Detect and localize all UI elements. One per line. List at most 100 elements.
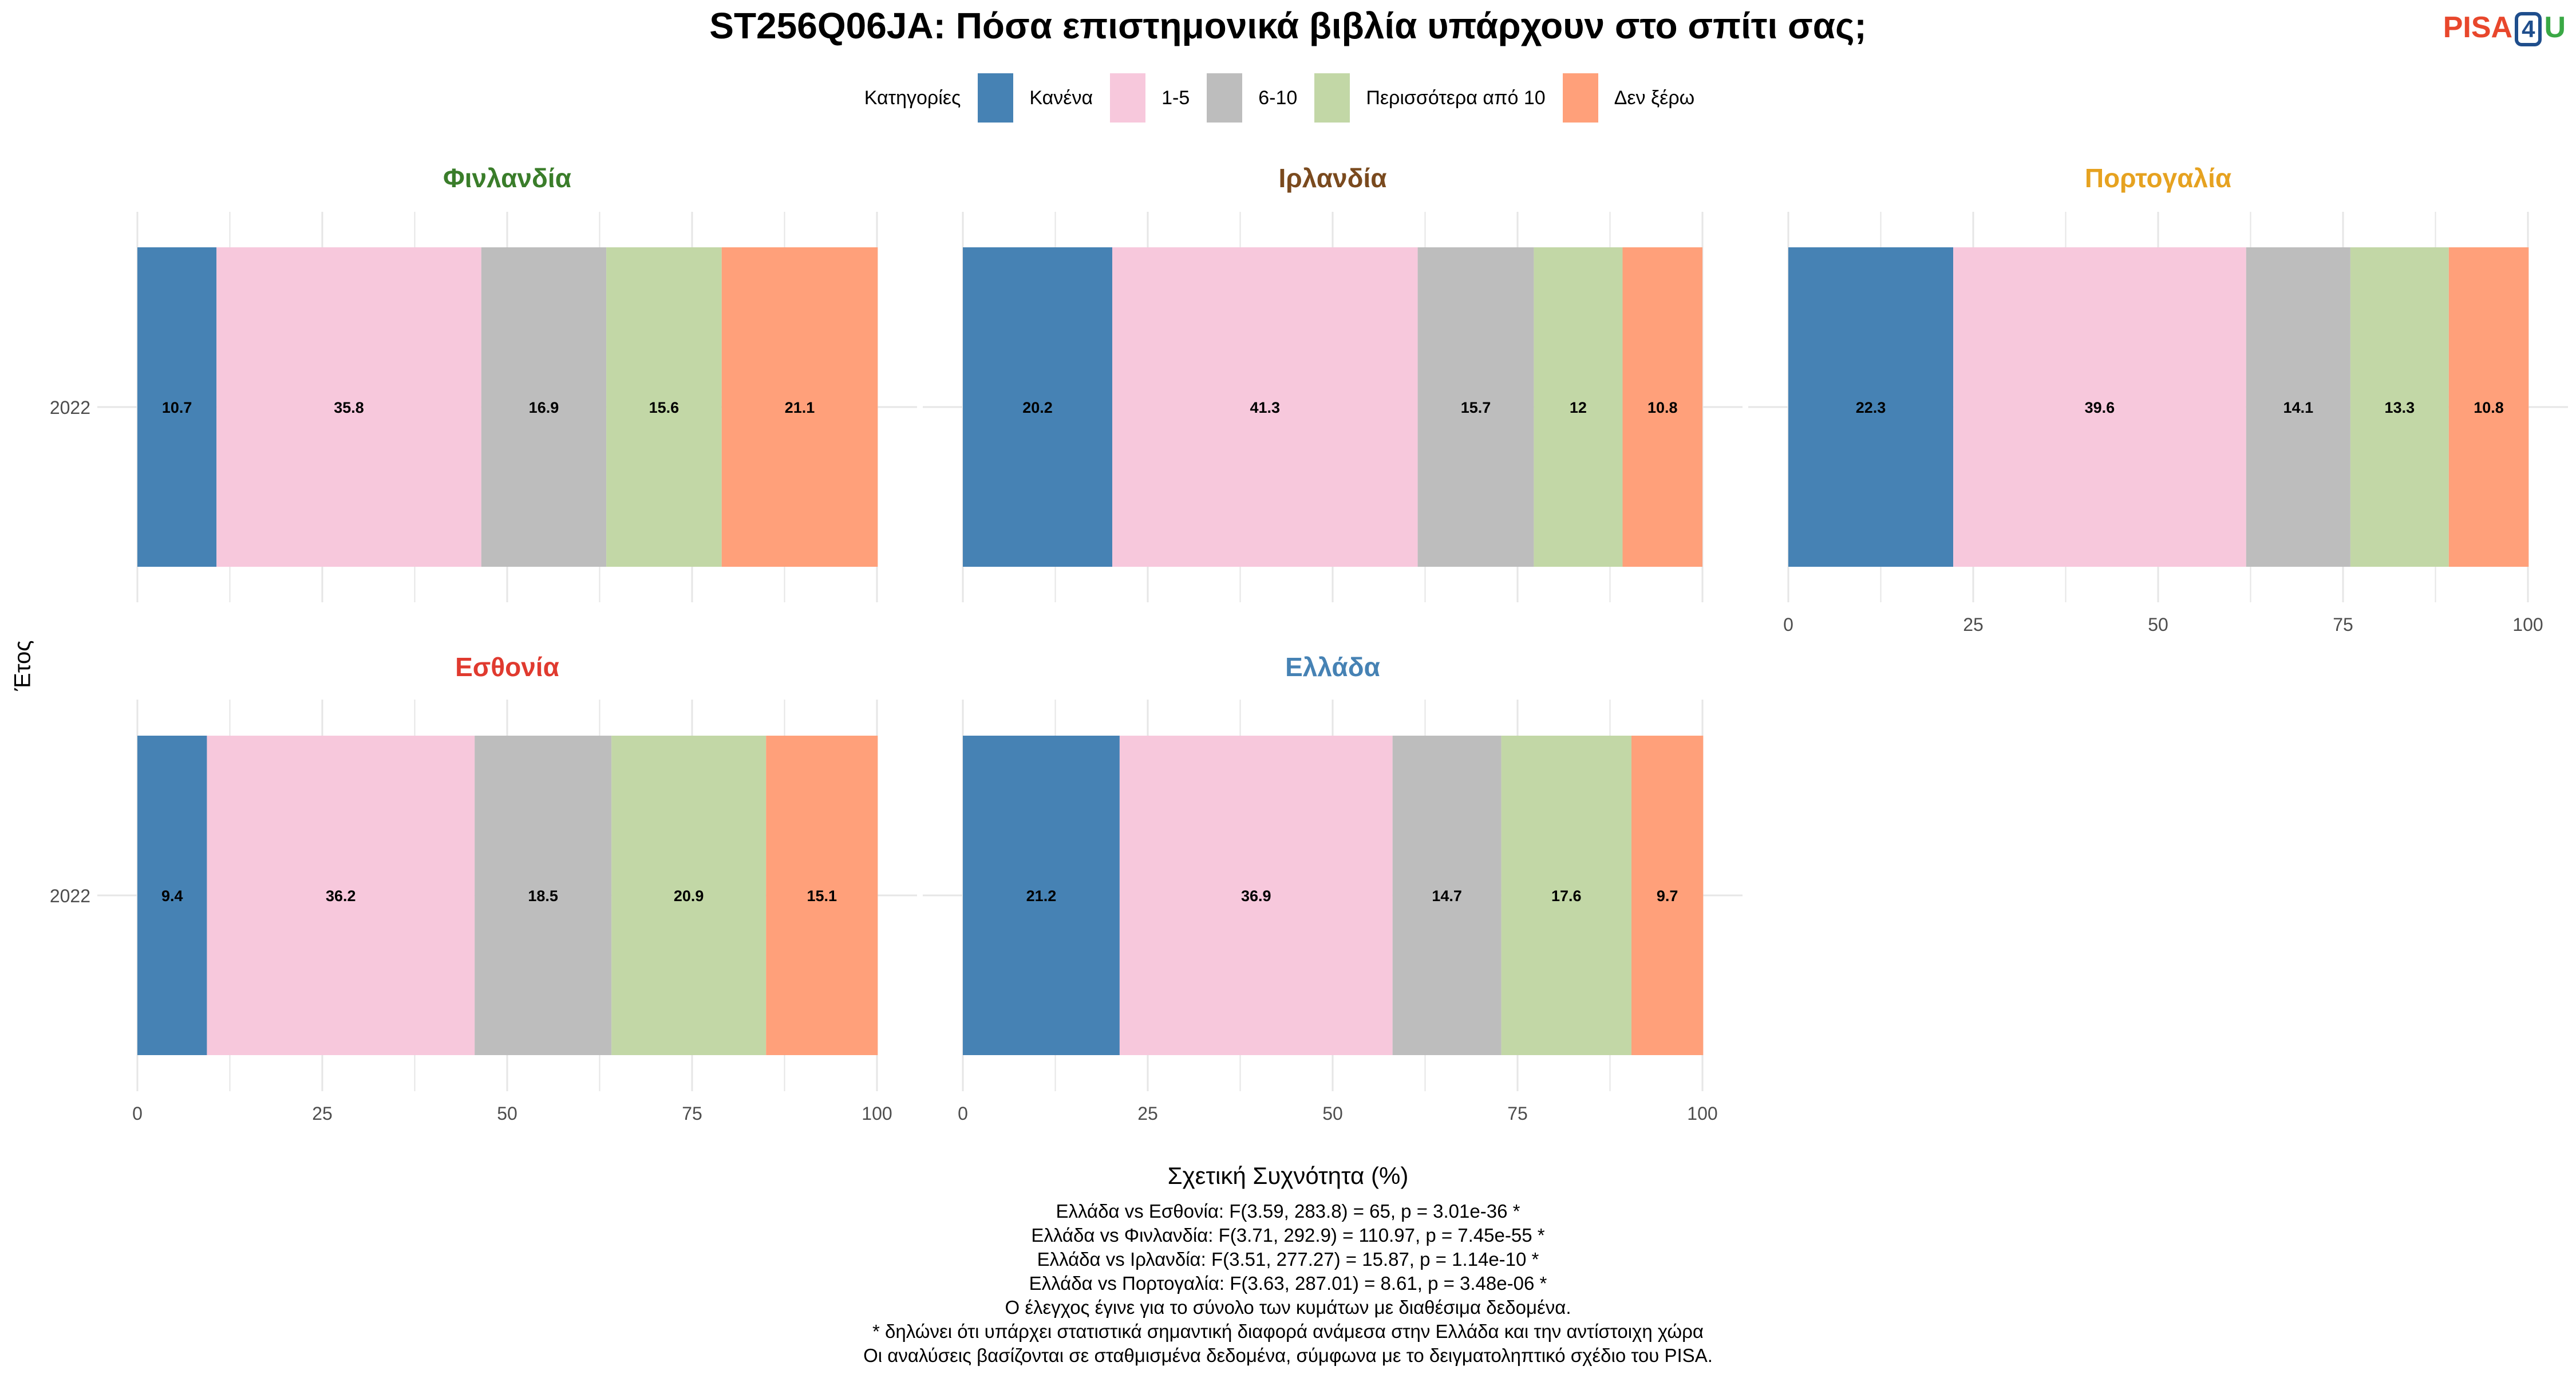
data-label: 16.9 xyxy=(529,399,559,416)
data-label: 20.9 xyxy=(674,887,704,905)
footnote-line: * δηλώνει ότι υπάρχει στατιστικά σημαντι… xyxy=(872,1321,1704,1342)
x-tick-label: 0 xyxy=(1783,614,1793,635)
data-label: 36.2 xyxy=(326,887,356,905)
bar-segment xyxy=(766,736,878,1055)
panel-title: Εσθονία xyxy=(455,652,559,682)
x-tick-label: 75 xyxy=(2333,614,2353,635)
bar-segment xyxy=(963,247,1112,567)
legend-swatch xyxy=(1314,73,1350,123)
y-axis-title: Έτος xyxy=(10,640,35,691)
bar-segment xyxy=(481,247,607,567)
data-label: 35.8 xyxy=(334,399,364,416)
footnotes: Ελλάδα vs Εσθονία: F(3.59, 283.8) = 65, … xyxy=(0,1199,2576,1368)
bar-segment xyxy=(611,736,767,1055)
data-label: 17.6 xyxy=(1551,887,1582,905)
logo-text-u: U xyxy=(2544,11,2566,44)
panel-title: Πορτογαλία xyxy=(2085,163,2231,193)
x-tick-label: 75 xyxy=(1507,1103,1528,1124)
x-axis-title: Σχετική Συχνότητα (%) xyxy=(1167,1162,1409,1189)
data-label: 36.9 xyxy=(1241,887,1271,905)
data-label: 22.3 xyxy=(1856,399,1886,416)
legend-label: 6-10 xyxy=(1258,86,1298,109)
x-tick-label: 50 xyxy=(497,1103,517,1124)
legend-label: Κανένα xyxy=(1029,86,1093,109)
x-tick-label: 50 xyxy=(2148,614,2168,635)
bar-segment xyxy=(1417,247,1534,567)
bar-segment xyxy=(1631,736,1704,1055)
legend-swatch xyxy=(1562,73,1598,123)
panel-title: Φινλανδία xyxy=(443,163,571,193)
bar-segment xyxy=(2350,247,2449,567)
footnote-line: Ελλάδα vs Εσθονία: F(3.59, 283.8) = 65, … xyxy=(1056,1201,1520,1222)
panel-title: Ελλάδα xyxy=(1285,652,1380,682)
x-tick-label: 0 xyxy=(132,1103,143,1124)
bar-segment xyxy=(1501,736,1631,1055)
legend-label: Περισσότερα από 10 xyxy=(1366,86,1546,109)
x-tick-label: 50 xyxy=(1322,1103,1343,1124)
x-tick-label: 100 xyxy=(862,1103,892,1124)
data-label: 39.6 xyxy=(2085,399,2115,416)
bar-segment xyxy=(1119,736,1393,1055)
bar-segment xyxy=(1953,247,2246,567)
data-label: 10.7 xyxy=(162,399,192,416)
data-label: 14.7 xyxy=(1432,887,1462,905)
logo-text-pisa: PISA xyxy=(2443,11,2513,44)
footnote-line: Οι αναλύσεις βασίζονται σε σταθμισμένα δ… xyxy=(863,1345,1713,1366)
pisa4u-logo: PISA 4 U xyxy=(2443,10,2566,46)
data-label: 41.3 xyxy=(1250,399,1281,416)
data-label: 15.1 xyxy=(807,887,837,905)
legend-title: Κατηγορίες xyxy=(864,86,961,109)
bar-segment xyxy=(137,247,217,567)
x-tick-label: 75 xyxy=(682,1103,702,1124)
logo-text-number: 4 xyxy=(2515,12,2542,46)
faceted-bar-chart: Φινλανδία 2022 10.7 35.8 16.9 15.6 21.1 Ιρλανδί… xyxy=(50,163,2568,1124)
legend-item-more-than-10: Περισσότερα από 10 xyxy=(1314,73,1546,123)
legend-item-1-5: 1-5 xyxy=(1110,73,1190,123)
chart-title: ST256Q06JA: Πόσα επιστημονικά βιβλία υπά… xyxy=(709,5,1867,46)
data-label: 14.1 xyxy=(2283,399,2314,416)
bar-segment xyxy=(2246,247,2350,567)
bar-segment xyxy=(1392,736,1502,1055)
legend-label: 1-5 xyxy=(1161,86,1190,109)
bar-segment xyxy=(1112,247,1418,567)
bar-segment xyxy=(207,736,475,1055)
bar-segment xyxy=(606,247,722,567)
legend: Κατηγορίες Κανένα 1-5 6-10 Περισσότερα α… xyxy=(0,73,2576,123)
bar-segment xyxy=(216,247,481,567)
footnote-line: Ελλάδα vs Φινλανδία: F(3.71, 292.9) = 11… xyxy=(1031,1225,1545,1246)
x-tick-label: 100 xyxy=(2512,614,2543,635)
legend-item-6-10: 6-10 xyxy=(1207,73,1297,123)
data-label: 12 xyxy=(1570,399,1587,416)
y-tick-label: 2022 xyxy=(50,886,90,906)
data-label: 21.1 xyxy=(785,399,815,416)
bar-segment xyxy=(963,736,1120,1055)
data-label: 18.5 xyxy=(528,887,558,905)
legend-swatch xyxy=(978,73,1014,123)
data-label: 9.4 xyxy=(161,887,183,905)
footnote-line: Ελλάδα vs Πορτογαλία: F(3.63, 287.01) = … xyxy=(1029,1273,1547,1294)
legend-label: Δεν ξέρω xyxy=(1614,86,1695,109)
bar-segment xyxy=(475,736,612,1055)
x-tick-label: 25 xyxy=(312,1103,333,1124)
data-label: 10.8 xyxy=(1647,399,1678,416)
data-label: 9.7 xyxy=(1657,887,1678,905)
panel-title: Ιρλανδία xyxy=(1278,163,1386,193)
legend-item-dont-know: Δεν ξέρω xyxy=(1562,73,1695,123)
footnote-line: Ελλάδα vs Ιρλανδία: F(3.51, 277.27) = 15… xyxy=(1037,1249,1539,1270)
data-label: 15.7 xyxy=(1461,399,1491,416)
x-tick-label: 25 xyxy=(1963,614,1984,635)
legend-item-none: Κανένα xyxy=(978,73,1093,123)
x-tick-label: 0 xyxy=(958,1103,968,1124)
bar-segment xyxy=(2448,247,2529,567)
bar-segment xyxy=(721,247,878,567)
data-label: 21.2 xyxy=(1026,887,1057,905)
data-label: 20.2 xyxy=(1022,399,1053,416)
data-label: 10.8 xyxy=(2474,399,2504,416)
footnote-line: Ο έλεγχος έγινε για το σύνολο των κυμάτω… xyxy=(1005,1297,1571,1318)
y-tick-label: 2022 xyxy=(50,397,90,418)
data-label: 13.3 xyxy=(2385,399,2415,416)
legend-swatch xyxy=(1110,73,1146,123)
bar-segment xyxy=(1622,247,1702,567)
data-label: 15.6 xyxy=(649,399,679,416)
bar-segment xyxy=(1788,247,1954,567)
